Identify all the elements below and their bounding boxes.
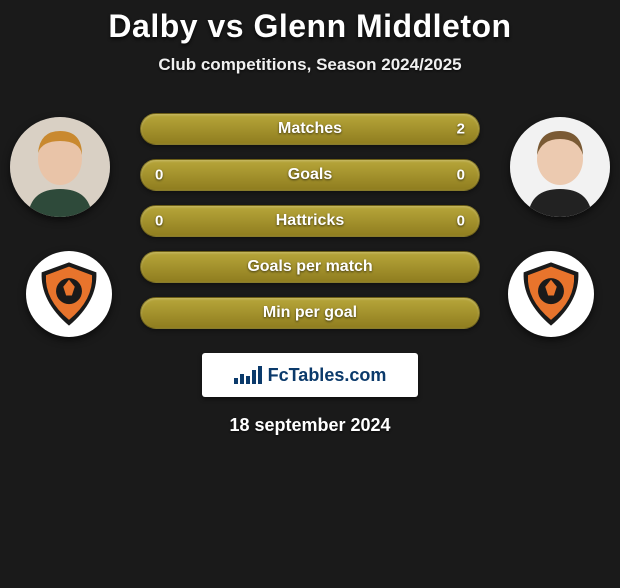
stat-left-value: 0 bbox=[155, 213, 163, 230]
subtitle: Club competitions, Season 2024/2025 bbox=[0, 55, 620, 75]
club-right-badge bbox=[508, 251, 594, 337]
stat-label: Min per goal bbox=[263, 304, 357, 322]
stat-right-value: 2 bbox=[457, 121, 465, 138]
date-text: 18 september 2024 bbox=[0, 415, 620, 436]
player-right-avatar bbox=[510, 117, 610, 217]
stat-row-goals-per-match: Goals per match bbox=[140, 251, 480, 283]
stat-row-hattricks: 0 Hattricks 0 bbox=[140, 205, 480, 237]
page-title: Dalby vs Glenn Middleton bbox=[0, 8, 620, 45]
stat-bars: Matches 2 0 Goals 0 0 Hattricks 0 Goals … bbox=[140, 113, 480, 329]
shield-icon bbox=[33, 258, 105, 330]
stat-label: Matches bbox=[278, 120, 342, 138]
person-icon bbox=[510, 117, 610, 217]
person-icon bbox=[10, 117, 110, 217]
club-left-badge bbox=[26, 251, 112, 337]
stat-left-value: 0 bbox=[155, 167, 163, 184]
stat-label: Goals bbox=[288, 166, 332, 184]
stat-label: Hattricks bbox=[276, 212, 344, 230]
source-logo: FcTables.com bbox=[202, 353, 418, 397]
stat-row-goals: 0 Goals 0 bbox=[140, 159, 480, 191]
stat-row-matches: Matches 2 bbox=[140, 113, 480, 145]
stat-right-value: 0 bbox=[457, 167, 465, 184]
stat-label: Goals per match bbox=[247, 258, 372, 276]
player-left-avatar bbox=[10, 117, 110, 217]
stat-right-value: 0 bbox=[457, 213, 465, 230]
source-logo-text: FcTables.com bbox=[268, 365, 387, 386]
comparison-panel: Matches 2 0 Goals 0 0 Hattricks 0 Goals … bbox=[0, 113, 620, 436]
stat-row-min-per-goal: Min per goal bbox=[140, 297, 480, 329]
shield-icon bbox=[515, 258, 587, 330]
bar-chart-icon bbox=[234, 366, 262, 384]
